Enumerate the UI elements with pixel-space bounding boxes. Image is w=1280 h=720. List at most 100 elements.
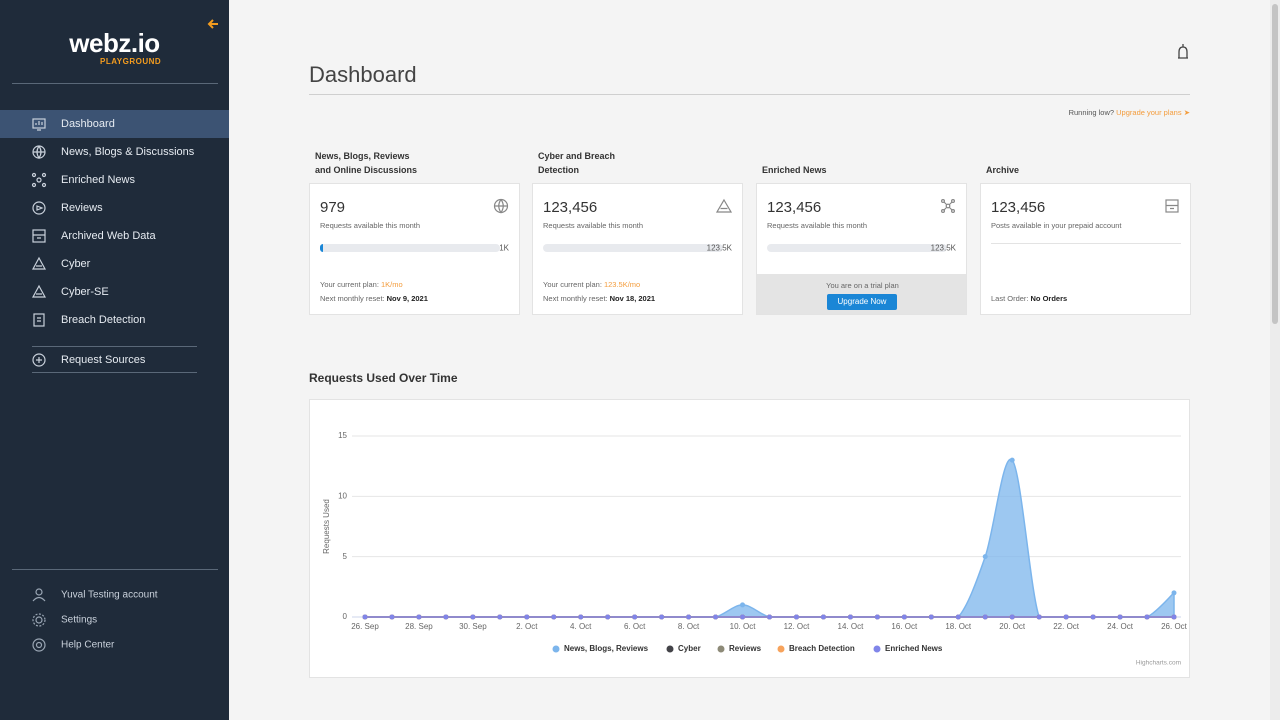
progress-track xyxy=(543,244,723,252)
card-title: News, Blogs, Reviews and Online Discussi… xyxy=(315,151,418,175)
notice-link[interactable]: Upgrade your plans xyxy=(1116,108,1182,117)
plan-label: Your current plan: xyxy=(543,280,602,289)
x-tick-label: 14. Oct xyxy=(838,622,865,631)
icon xyxy=(31,256,47,272)
footer-item[interactable]: Help Center xyxy=(61,639,115,651)
point-marker xyxy=(901,614,907,620)
icon xyxy=(31,284,47,300)
point-marker xyxy=(713,614,719,620)
nav-item[interactable]: Cyber xyxy=(61,258,91,270)
footer-item[interactable]: Settings xyxy=(61,614,98,626)
point-marker xyxy=(847,614,853,620)
reset-row: Next monthly reset: Nov 18, 2021 xyxy=(543,294,655,303)
icon xyxy=(31,116,47,132)
collapse-arrow[interactable] xyxy=(206,17,220,31)
icon xyxy=(31,312,47,328)
nav-item[interactable]: Breach Detection xyxy=(61,314,146,326)
point-marker xyxy=(497,614,503,620)
x-tick-label: 26. Oct xyxy=(1161,622,1188,631)
divider xyxy=(12,83,218,84)
series-area xyxy=(365,458,1175,618)
icon xyxy=(31,228,47,244)
card: 123,456 Requests available this month 123.… xyxy=(756,183,967,315)
logo-sub: PLAYGROUND xyxy=(100,57,162,66)
card: 123,456 Requests available this month 123.… xyxy=(532,183,743,315)
order-label: Last Order: xyxy=(991,294,1029,303)
progress-track xyxy=(320,244,500,252)
card-title: Enriched News xyxy=(762,165,827,175)
card-value: 123,456 xyxy=(991,199,1046,216)
plan-value: 123.5K/mo xyxy=(603,280,641,289)
icon xyxy=(31,144,47,160)
nav-item[interactable]: Archived Web Data xyxy=(61,230,156,242)
chart-title: Requests Used Over Time xyxy=(309,371,458,385)
nav-item[interactable]: Dashboard xyxy=(61,118,115,130)
x-tick-label: 4. Oct xyxy=(570,622,592,631)
point-marker xyxy=(632,614,638,620)
point-marker xyxy=(982,614,988,620)
icon xyxy=(31,587,47,603)
point-marker xyxy=(740,614,746,620)
card-caption: Requests available this month xyxy=(320,221,421,230)
x-tick-label: 28. Sep xyxy=(405,622,433,631)
legend-marker xyxy=(666,645,674,653)
progress-limit: 1K xyxy=(499,243,509,253)
plan-value: 1K/mo xyxy=(380,280,403,289)
icon xyxy=(715,198,733,214)
point-marker xyxy=(793,614,799,620)
nav-item[interactable]: Enriched News xyxy=(61,174,135,186)
progress-limit: 123.5K xyxy=(930,243,956,253)
nav-item[interactable]: News, Blogs & Discussions xyxy=(61,146,195,158)
point-marker xyxy=(470,614,476,620)
point-marker xyxy=(1090,614,1096,620)
x-tick-label: 26. Sep xyxy=(351,622,379,631)
logo: webz.io xyxy=(69,28,160,58)
reset-value: Nov 18, 2021 xyxy=(609,294,656,303)
legend-label: Breach Detection xyxy=(789,644,855,653)
icon xyxy=(31,172,47,188)
point-marker xyxy=(686,614,692,620)
divider xyxy=(32,372,197,373)
notice: Running low? Upgrade your plans ➤ xyxy=(1068,108,1190,117)
chart-box: 0 5 10 15 Requests Used 26. Sep 28. Sep 30. Sep… xyxy=(309,399,1190,678)
icon xyxy=(31,612,47,628)
page-title: Dashboard xyxy=(309,62,417,87)
point-marker xyxy=(416,614,422,620)
x-tick-label: 8. Oct xyxy=(678,622,700,631)
legend-label: Reviews xyxy=(729,644,762,653)
divider xyxy=(32,346,197,347)
icon xyxy=(31,637,47,653)
plan-label: Your current plan: xyxy=(320,280,379,289)
notification-bell[interactable] xyxy=(1175,43,1191,61)
point-marker xyxy=(928,614,934,620)
card-caption: Requests available this month xyxy=(767,221,868,230)
point-marker xyxy=(1063,614,1069,620)
legend-label: Cyber xyxy=(678,644,701,653)
legend-label: News, Blogs, Reviews xyxy=(564,644,649,653)
point-marker xyxy=(1009,614,1015,620)
y-tick-label: 15 xyxy=(338,431,347,440)
footer-item[interactable]: Yuval Testing account xyxy=(61,589,158,601)
title-rule xyxy=(309,94,1190,95)
plan-row: Your current plan: 123.5K/mo xyxy=(543,280,640,289)
nav-item[interactable]: Reviews xyxy=(61,202,103,214)
x-tick-label: 30. Sep xyxy=(459,622,487,631)
point-marker xyxy=(605,614,611,620)
x-tick-label: 2. Oct xyxy=(516,622,538,631)
nav-item[interactable]: Cyber-SE xyxy=(61,286,109,298)
card: 123,456 Posts available in your prepaid a… xyxy=(980,183,1191,315)
reset-row: Next monthly reset: Nov 9, 2021 xyxy=(320,294,428,303)
reset-value: Nov 9, 2021 xyxy=(386,294,428,303)
point-marker xyxy=(659,614,665,620)
trial-text: You are on a trial plan xyxy=(826,281,899,290)
card-title: Cyber and Breach Detection xyxy=(538,151,616,175)
upgrade-button[interactable]: Upgrade Now xyxy=(827,294,897,310)
chart: 0 5 10 15 Requests Used 26. Sep 28. Sep 30. Sep… xyxy=(322,431,1188,667)
nav-item[interactable]: Request Sources xyxy=(61,354,146,366)
plan-row: Your current plan: 1K/mo xyxy=(320,280,403,289)
card-title: Archive xyxy=(986,165,1020,175)
point-marker xyxy=(524,614,530,620)
card-value: 123,456 xyxy=(767,199,822,216)
separator xyxy=(991,243,1181,244)
